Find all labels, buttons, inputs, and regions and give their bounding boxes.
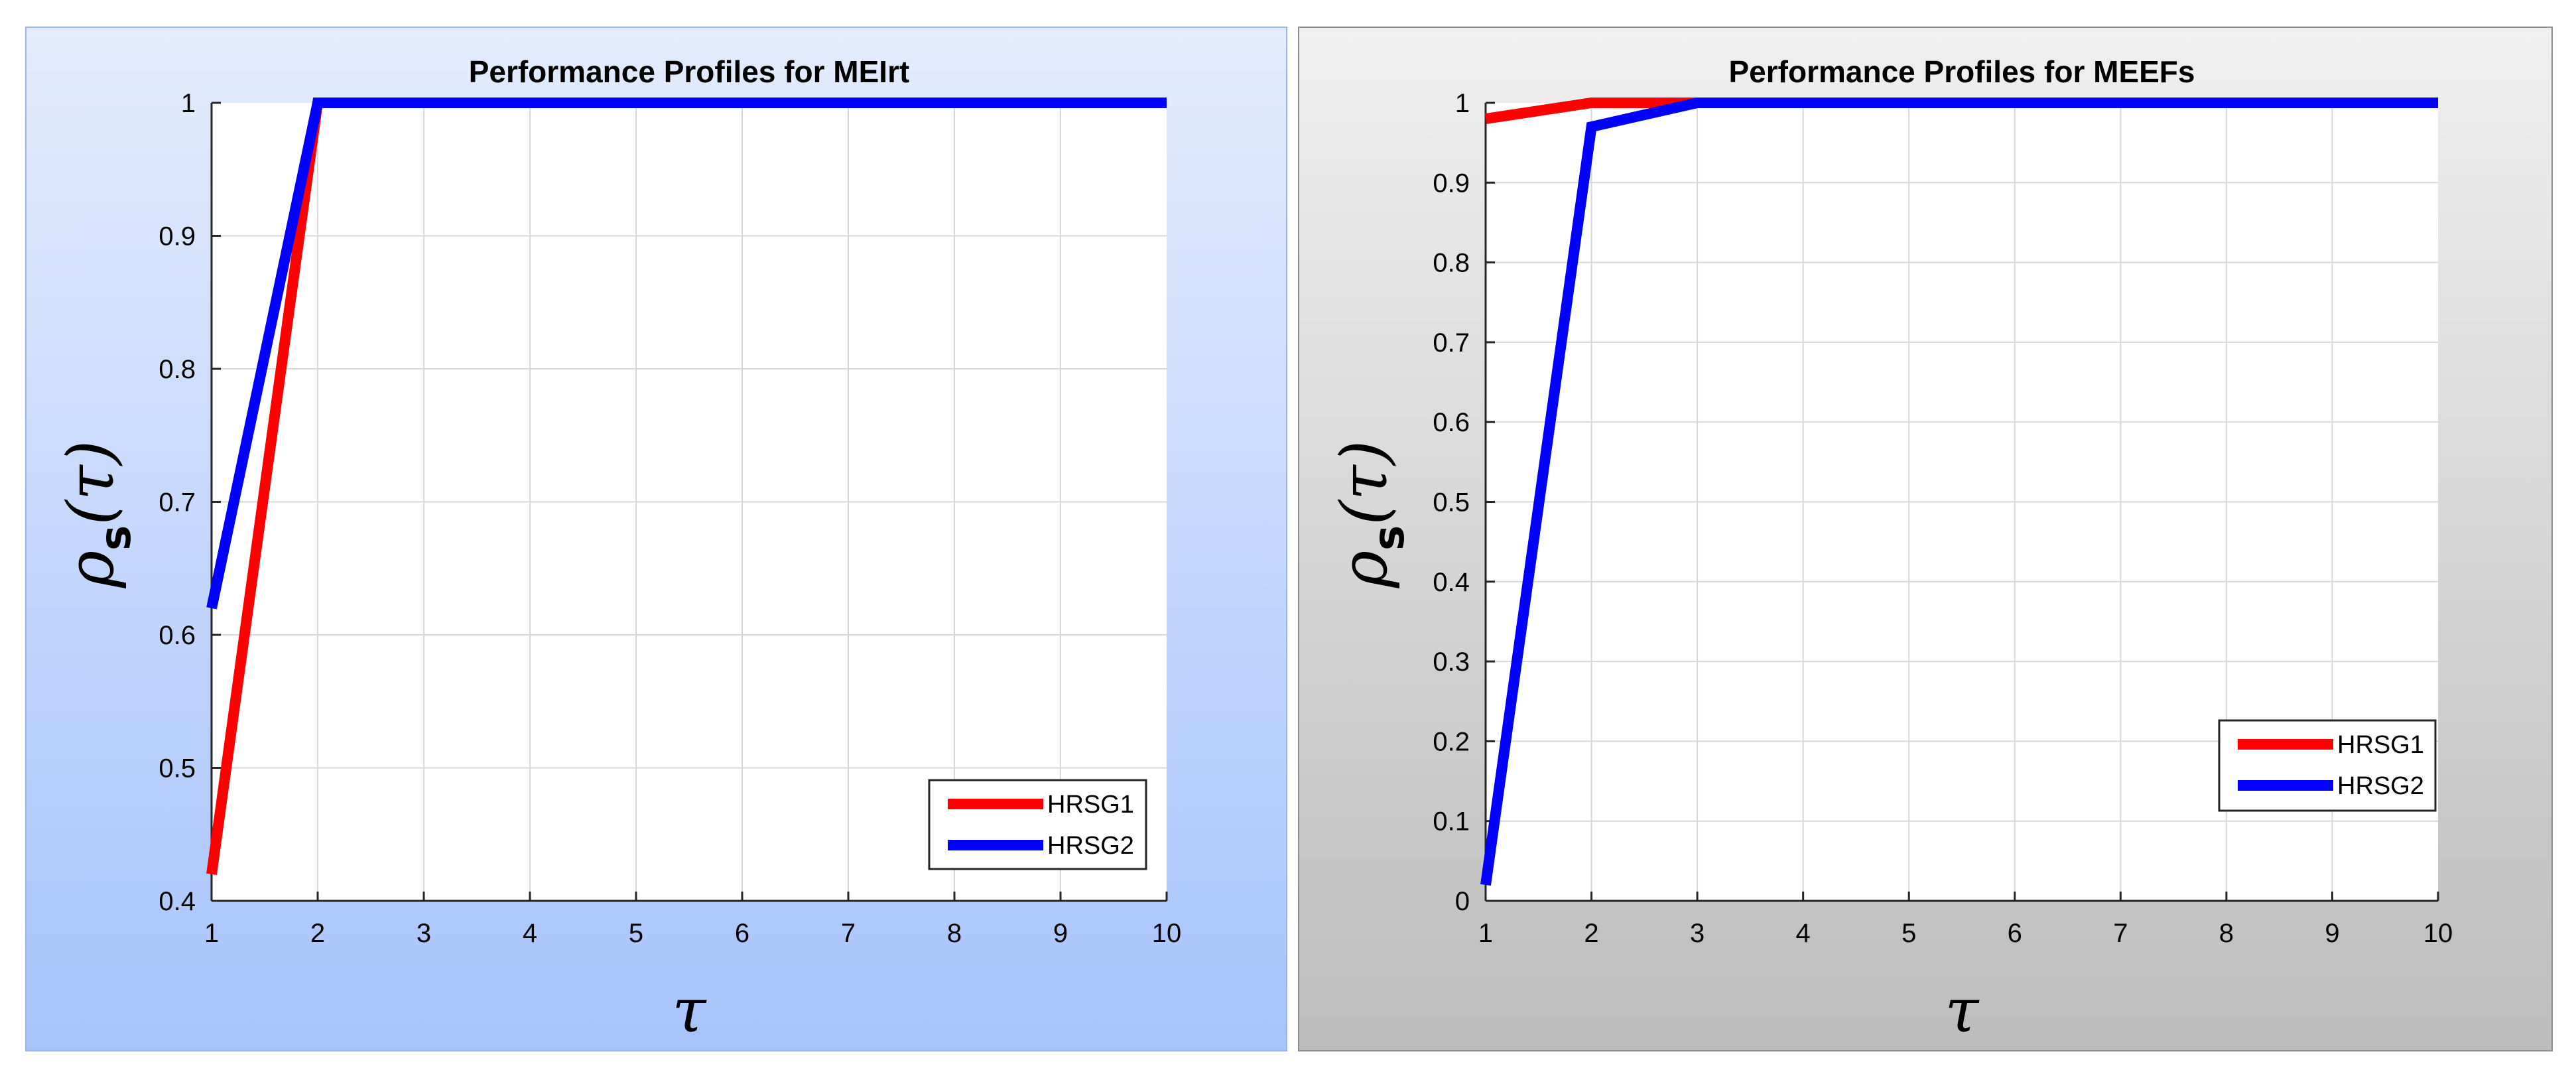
x-tick-label: 2 — [1584, 919, 1598, 948]
y-tick-label: 0.4 — [1433, 568, 1470, 597]
y-tick-label: 1 — [1455, 89, 1470, 118]
x-tick-label: 2 — [310, 919, 325, 948]
legend-box — [928, 779, 1147, 870]
legend-label-hrsg2: HRSG2 — [1047, 832, 1134, 860]
x-tick-label: 10 — [1152, 919, 1182, 948]
y-tick-label: 0.3 — [1433, 647, 1470, 677]
y-tick-label: 0 — [1455, 887, 1470, 916]
y-tick-label: 0.6 — [1433, 408, 1470, 437]
legend: HRSG1 HRSG2 — [2218, 719, 2437, 812]
x-tick-label: 9 — [2325, 919, 2339, 948]
y-axis-label: ρs(τ) — [1327, 440, 1414, 589]
x-tick-label: 3 — [417, 919, 431, 948]
y-tick-label: 0.6 — [159, 621, 196, 650]
y-axis-label-rest: (τ) — [54, 440, 128, 525]
x-tick-label: 1 — [204, 919, 219, 948]
plot-area: 1 2 3 4 5 6 7 8 9 10 0.4 0.5 0.6 0.7 0.8 0.9 1 HRSG1 HRSG2 — [159, 89, 1181, 948]
svg-text:ρs(τ): ρs(τ) — [1327, 440, 1414, 589]
x-tick-label: 5 — [1901, 919, 1916, 948]
y-tick-label: 1 — [181, 89, 196, 118]
x-tick-label: 7 — [841, 919, 856, 948]
y-axis-label-rest: (τ) — [1327, 440, 1401, 525]
x-tick-label: 4 — [523, 919, 537, 948]
x-tick-label: 1 — [1478, 919, 1493, 948]
x-tick-label: 6 — [2008, 919, 2022, 948]
y-axis-label-sub: s — [92, 525, 141, 551]
y-tick-label: 0.5 — [159, 754, 196, 783]
y-tick-label: 0.8 — [1433, 249, 1470, 278]
y-axis-label-sub: s — [1365, 525, 1414, 551]
y-tick-label: 0.9 — [1433, 168, 1470, 198]
y-tick-label: 0.9 — [159, 222, 196, 251]
legend-label-hrsg1: HRSG1 — [2337, 731, 2424, 759]
x-axis-label: τ — [1945, 975, 1980, 1046]
x-tick-label: 10 — [2423, 919, 2453, 948]
series-line-hrsg2 — [206, 98, 1167, 610]
chart-title: Performance Profiles for MEIrt — [469, 54, 910, 89]
series-line-hrsg2 — [1480, 98, 2438, 886]
y-axis-label: ρs(τ) — [54, 440, 141, 589]
y-tick-label: 0.8 — [159, 355, 196, 384]
x-tick-label: 3 — [1690, 919, 1705, 948]
x-tick-label: 8 — [947, 919, 962, 948]
x-tick-label: 9 — [1053, 919, 1068, 948]
chart-title: Performance Profiles for MEEFs — [1729, 54, 2195, 89]
y-axis-label-main: ρ — [54, 551, 128, 588]
y-tick-label: 0.7 — [159, 488, 196, 517]
y-tick-label: 0.7 — [1433, 328, 1470, 358]
x-tick-label: 7 — [2113, 919, 2128, 948]
y-tick-label: 0.1 — [1433, 807, 1470, 837]
x-axis-label: τ — [673, 975, 708, 1046]
x-tick-label: 6 — [735, 919, 749, 948]
legend: HRSG1 HRSG2 — [928, 779, 1147, 870]
legend-label-hrsg1: HRSG1 — [1047, 791, 1134, 819]
y-axis-label-main: ρ — [1327, 551, 1401, 588]
x-tick-label: 4 — [1796, 919, 1811, 948]
y-tick-label: 0.4 — [159, 887, 196, 916]
y-tick-label: 0.2 — [1433, 727, 1470, 756]
legend-box — [2218, 719, 2437, 812]
x-tick-label: 8 — [2219, 919, 2234, 948]
legend-label-hrsg2: HRSG2 — [2337, 772, 2424, 800]
plot-area: 1 2 3 4 5 6 7 8 9 10 0 0.1 0.2 0.3 0.4 0.5 0.6 0.7 0.8 0.9 1… — [1433, 89, 2453, 948]
x-tick-label: 5 — [629, 919, 643, 948]
y-tick-label: 0.5 — [1433, 488, 1470, 517]
svg-text:ρs(τ): ρs(τ) — [54, 440, 141, 589]
